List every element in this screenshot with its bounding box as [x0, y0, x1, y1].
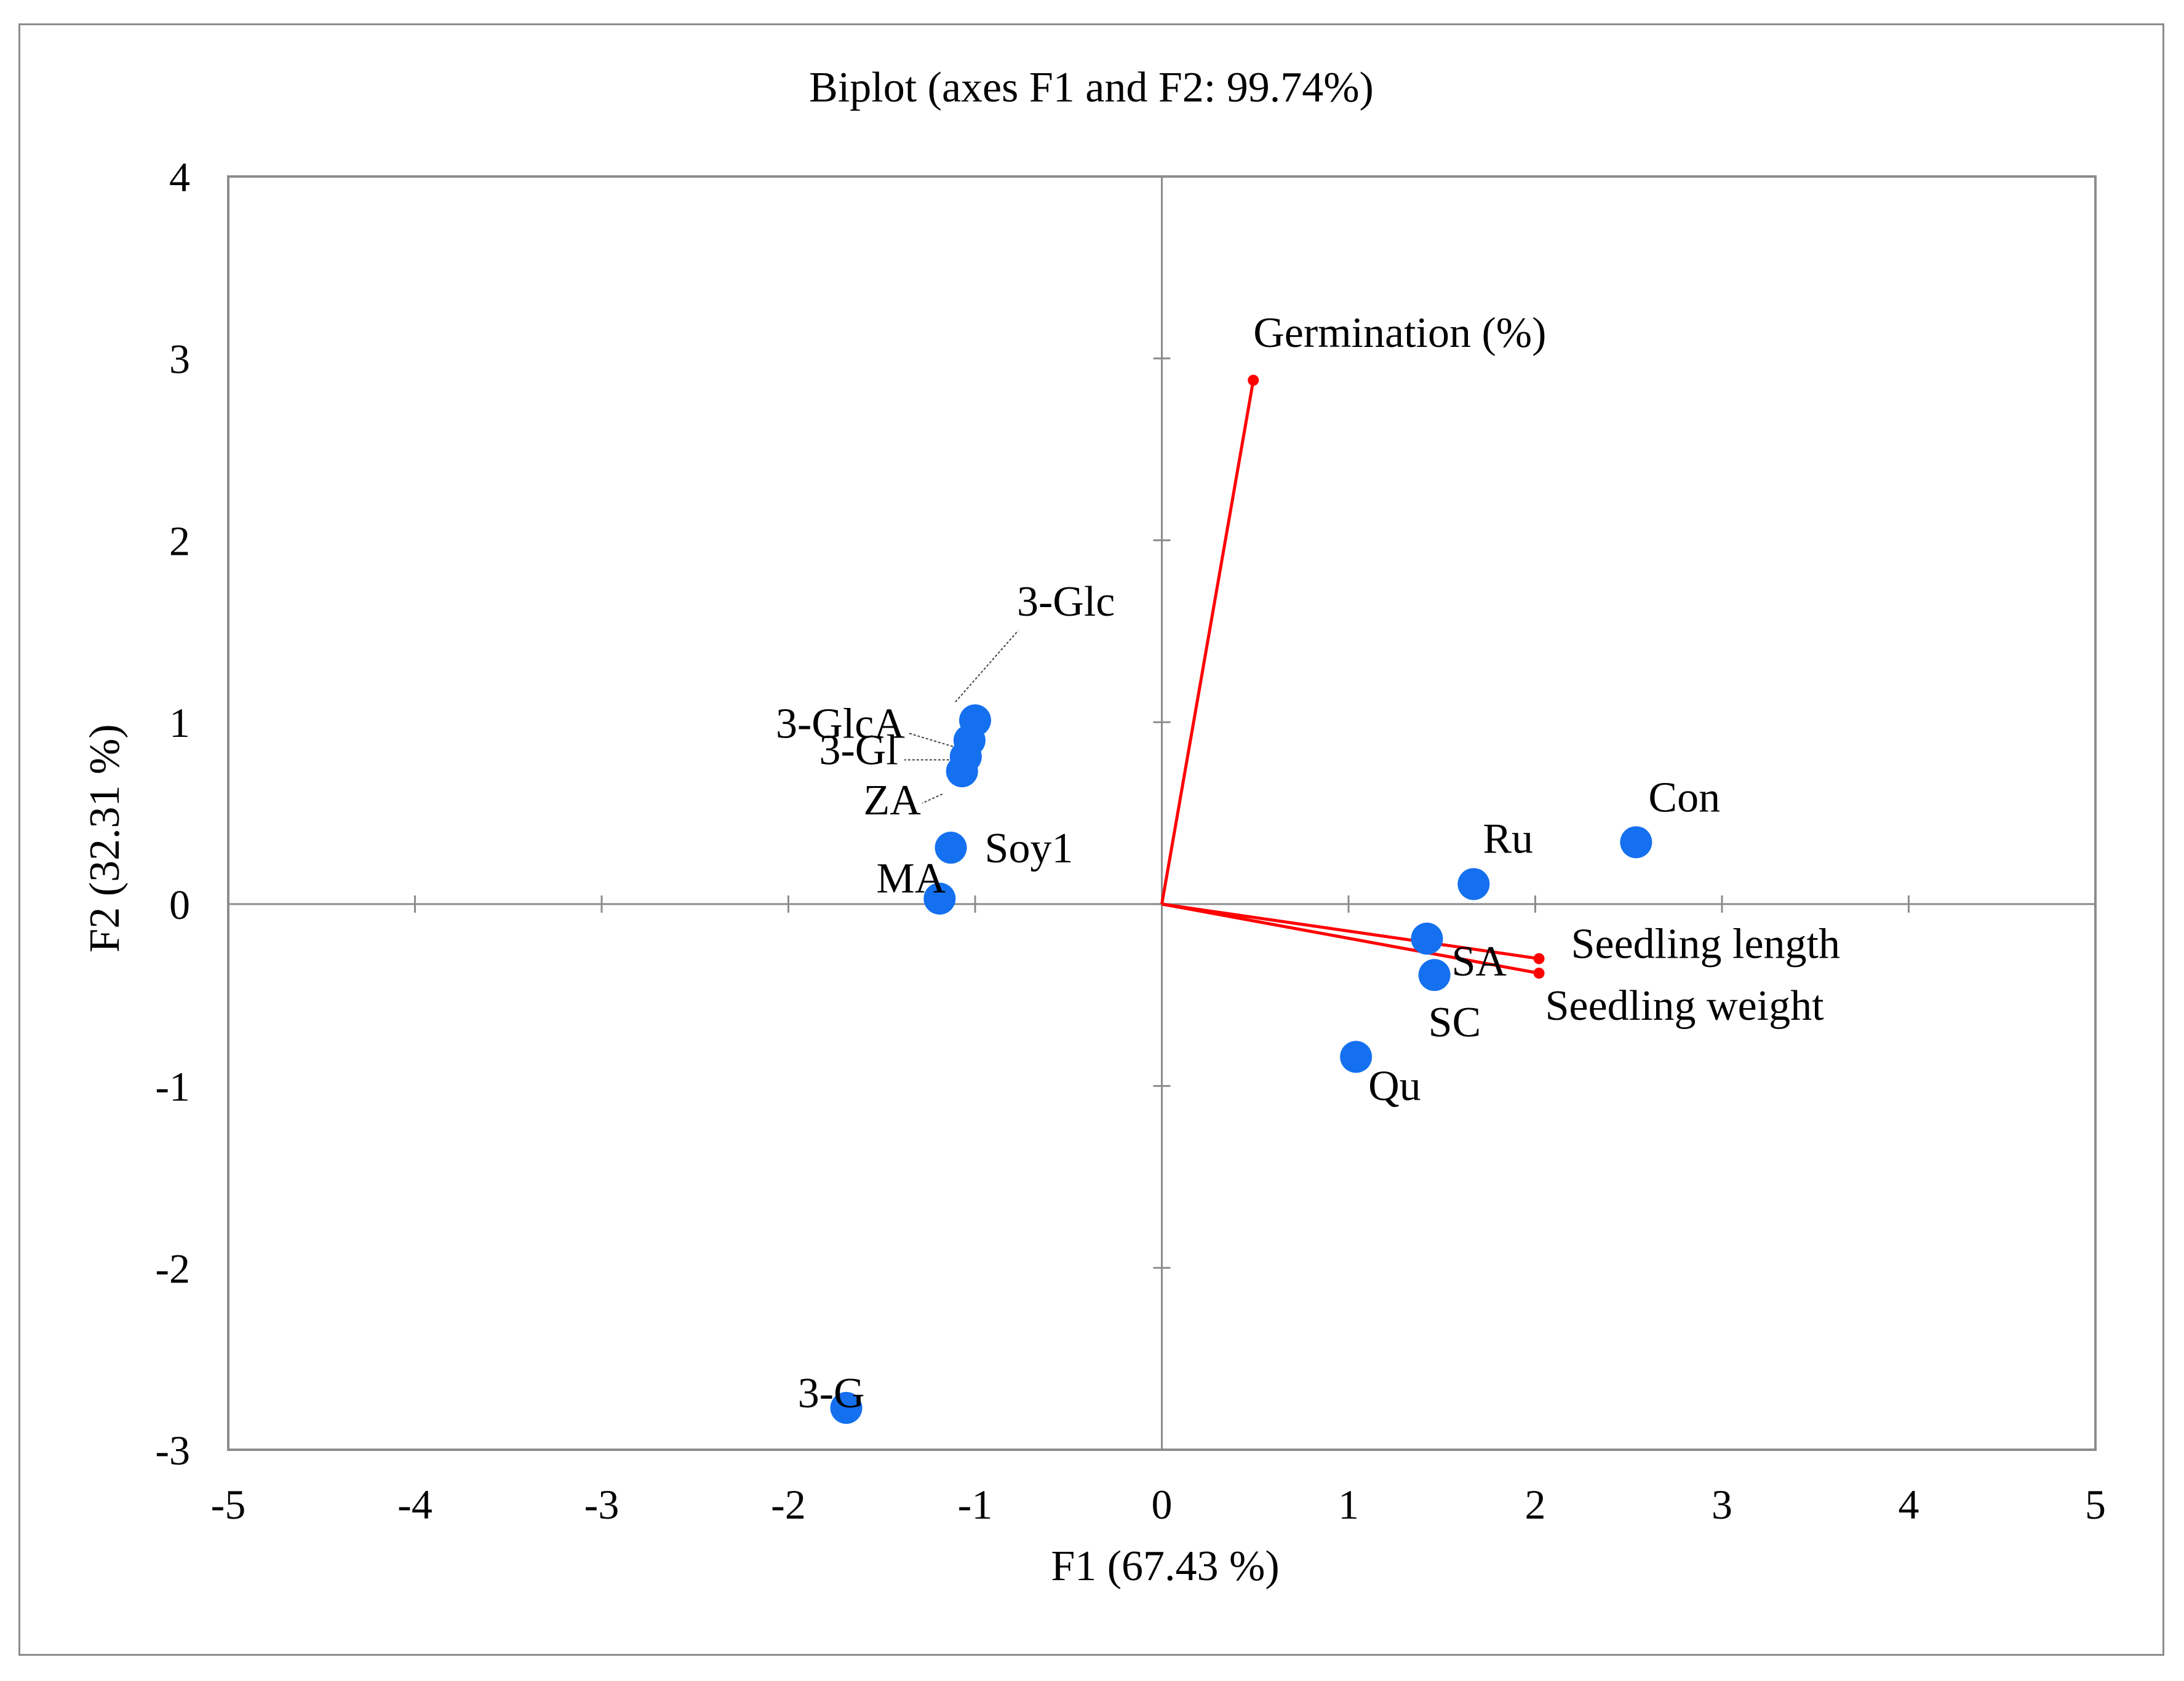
- vector-label: Germination (%): [1253, 309, 1546, 357]
- y-tick-label: -3: [155, 1427, 190, 1474]
- label-leader-line: [922, 793, 943, 804]
- observation-label: 3-G: [798, 1370, 865, 1417]
- observation-point: [935, 832, 967, 864]
- vector-line: [1160, 380, 1255, 905]
- observation-points: [830, 704, 1652, 1424]
- x-tick-label: -3: [584, 1481, 620, 1528]
- x-tick-label: -4: [397, 1481, 432, 1528]
- x-tick-label: 5: [2085, 1481, 2106, 1528]
- x-axis-label: F1 (67.43 %): [1051, 1543, 1279, 1590]
- x-tick-label: -1: [958, 1481, 993, 1528]
- x-tick-label: -2: [771, 1481, 806, 1528]
- x-tick-label: 0: [1152, 1481, 1173, 1528]
- observation-label: Con: [1648, 774, 1720, 821]
- y-tick-label: 1: [169, 699, 190, 746]
- y-tick-label: 2: [169, 517, 190, 564]
- y-axis-label: F2 (32.31 %): [81, 724, 129, 952]
- vector-endpoint: [1533, 953, 1545, 964]
- observation-point: [1620, 826, 1652, 859]
- observation-label: Qu: [1368, 1062, 1421, 1110]
- x-tick-label: 2: [1525, 1481, 1546, 1528]
- observation-label: SC: [1429, 999, 1481, 1046]
- y-tick-label: 0: [169, 881, 190, 928]
- biplot-chart: -5 -4 -3 -2 -1 0 1 2 3 4 5 -3 -2 -1 0 1 2 3 4 Germination …: [81, 64, 2106, 1590]
- variable-vectors: [1160, 375, 1545, 979]
- axes-layer: [227, 175, 2097, 1451]
- observation-label: Soy1: [985, 825, 1074, 872]
- observation-label: MA: [877, 855, 946, 902]
- y-tick-label: 3: [169, 336, 190, 383]
- observation-label: 3-Gl: [819, 726, 898, 774]
- y-tick-label: -1: [155, 1063, 190, 1110]
- observation-point: [1418, 959, 1451, 992]
- observation-label: 3-Glc: [1017, 578, 1115, 626]
- y-tick-label: -2: [155, 1245, 190, 1292]
- vector-line: [1162, 902, 1540, 975]
- observation-label: ZA: [863, 777, 921, 824]
- observation-point: [946, 755, 978, 787]
- vector-label: Seedling length: [1571, 921, 1840, 968]
- observation-point: [1457, 868, 1490, 900]
- vector-endpoint: [1248, 375, 1259, 386]
- observation-label: SA: [1451, 938, 1507, 985]
- label-leader-line: [907, 732, 954, 747]
- label-leader-line: [955, 630, 1019, 702]
- observation-point: [1411, 923, 1443, 955]
- x-tick-label: 1: [1338, 1481, 1359, 1528]
- x-tick-label: 4: [1899, 1481, 1919, 1528]
- chart-frame: -5 -4 -3 -2 -1 0 1 2 3 4 5 -3 -2 -1 0 1 2 3 4 Germination …: [18, 23, 2164, 1656]
- y-tick-label: 4: [169, 154, 190, 201]
- observation-point: [1340, 1041, 1373, 1073]
- chart-title: Biplot (axes F1 and F2: 99.74%): [809, 64, 1374, 111]
- vector-line: [1162, 902, 1539, 961]
- observation-label: Ru: [1483, 815, 1533, 862]
- observation-point: [923, 882, 956, 915]
- x-tick-label: -5: [211, 1481, 246, 1528]
- vector-endpoint: [1533, 968, 1545, 979]
- x-tick-label: 3: [1712, 1481, 1732, 1528]
- observation-point: [830, 1391, 863, 1424]
- point-labels: Germination (%) Seedling length Seedling w…: [776, 309, 1840, 1417]
- observation-label: 3-GlcA: [776, 701, 905, 748]
- vector-label: Seedling weight: [1545, 982, 1825, 1030]
- ticks-layer: -5 -4 -3 -2 -1 0 1 2 3 4 5 -3 -2 -1 0 1 2 3 4: [155, 154, 2106, 1528]
- leader-lines: [904, 630, 1019, 804]
